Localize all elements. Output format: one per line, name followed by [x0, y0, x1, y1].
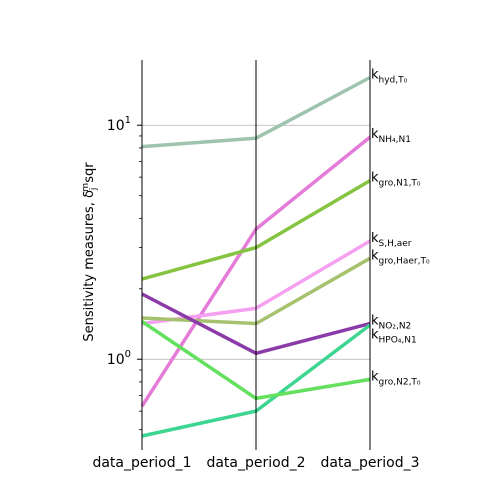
series-label: kS,H,aer [371, 231, 412, 249]
y-ticks: 100 101 [107, 115, 142, 431]
series-labels: khyd,T₀ kNH₄,N1 kgro,N1,T₀ kS,H,aerkgro,Hae… [371, 67, 430, 387]
series-label: kgro,N1,T₀ [371, 171, 421, 189]
series-label: khyd,T₀ [371, 67, 408, 85]
y-tick-label: 101 [107, 115, 131, 134]
axes [141, 60, 371, 450]
series-label: kgro,Haer,T₀ [371, 248, 430, 266]
x-tick-labels: data_period_1 data_period_2 data_period_3 [92, 455, 419, 471]
x-tick-label: data_period_2 [206, 455, 305, 471]
y-tick-label: 100 [107, 349, 131, 368]
series-label: kNH₄,N1 [371, 127, 411, 145]
x-tick-label: data_period_3 [320, 455, 419, 471]
x-tick-label: data_period_1 [92, 455, 191, 471]
series-label: kgro,N2,T₀ [371, 369, 421, 387]
y-axis-label: Sensitivity measures, δjmsqr [81, 162, 99, 342]
